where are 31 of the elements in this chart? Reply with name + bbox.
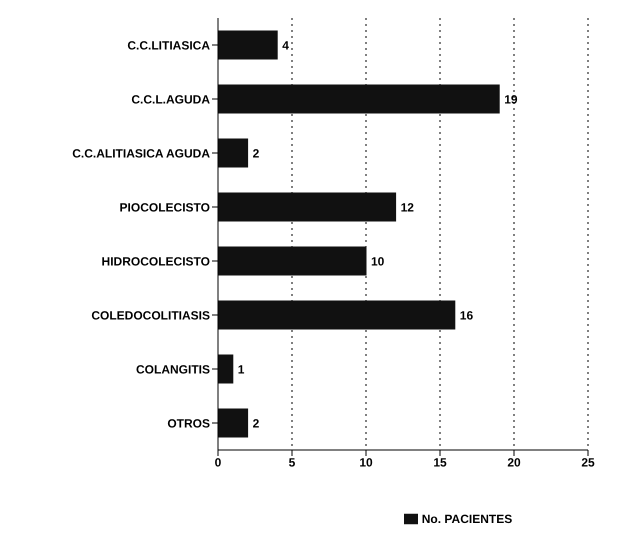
legend-label: No. PACIENTES [422,512,512,526]
x-tick-label: 20 [507,456,521,470]
data-label: 12 [400,200,414,214]
x-tick-label: 0 [214,456,222,470]
bar [218,246,366,276]
data-label: 2 [252,146,260,160]
bar [218,300,456,330]
bar [218,192,396,222]
bar [218,408,248,438]
bar [218,354,234,384]
y-tick-label: OTROS [167,416,210,430]
bar [218,30,278,60]
x-tick-label: 15 [433,456,447,470]
y-tick-label: COLANGITIS [136,362,210,376]
y-tick-label: C.C.LITIASICA [127,38,210,52]
data-label: 4 [282,38,290,52]
data-label: 10 [371,254,385,268]
x-tick-label: 25 [581,456,595,470]
data-label: 1 [238,362,245,376]
x-tick-label: 10 [359,456,373,470]
bar [218,84,500,114]
data-label: 2 [252,416,260,430]
y-tick-label: C.C.L.AGUDA [131,92,210,106]
y-tick-label: PIOCOLECISTO [120,200,210,214]
y-tick-label: HIDROCOLECISTO [102,254,210,268]
bar [218,138,248,168]
x-tick-label: 5 [288,456,296,470]
y-tick-label: C.C.ALITIASICA AGUDA [72,146,210,160]
y-tick-label: COLEDOCOLITIASIS [91,308,210,322]
data-label: 19 [504,92,518,106]
data-label: 16 [460,308,474,322]
